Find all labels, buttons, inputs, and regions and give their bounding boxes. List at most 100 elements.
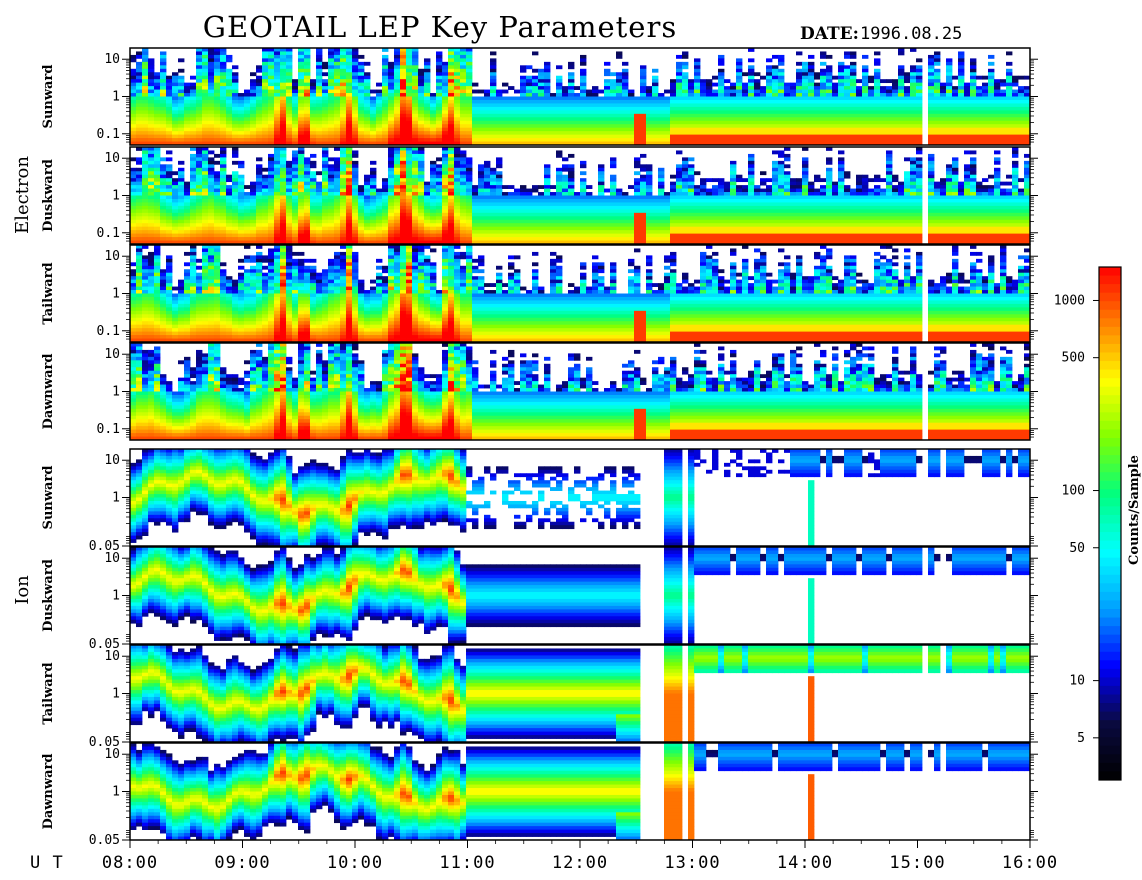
heat-cell (388, 230, 395, 234)
heat-cell (448, 103, 455, 108)
heat-cell (298, 164, 305, 169)
heat-cell (838, 138, 845, 142)
heat-cell (214, 195, 221, 200)
heat-cell (244, 226, 251, 231)
heat-cell (802, 99, 809, 104)
heat-cell (958, 131, 965, 135)
heat-cell (460, 157, 467, 162)
heat-cell (928, 54, 935, 59)
heat-cell (334, 124, 341, 129)
heat-cell (334, 219, 341, 224)
heat-cell (316, 209, 323, 214)
heat-cell (400, 103, 407, 108)
heat-cell (898, 117, 905, 122)
heat-cell (298, 181, 305, 186)
heat-cell (496, 160, 503, 165)
heat-cell (988, 127, 995, 132)
heat-cell (268, 237, 275, 241)
heat-cell (658, 120, 665, 125)
heat-cell (184, 93, 191, 97)
heat-cell (394, 171, 401, 176)
heat-cell (184, 127, 191, 132)
heat-cell (544, 65, 551, 70)
heat-cell (970, 117, 977, 122)
heat-cell (202, 93, 209, 97)
heat-cell (250, 185, 257, 189)
heat-cell (406, 54, 413, 59)
heat-cell (172, 205, 179, 210)
heat-cell (454, 127, 461, 132)
heat-cell (334, 127, 341, 132)
heat-cell (196, 96, 203, 101)
heat-cell (304, 54, 311, 59)
heat-cell (550, 103, 557, 108)
heat-cell (538, 99, 545, 104)
heat-cell (724, 106, 731, 111)
heat-cell (166, 233, 173, 238)
heat-cell (844, 96, 851, 101)
heat-cell (958, 82, 965, 87)
heat-cell (520, 233, 527, 238)
heat-cell (406, 124, 413, 129)
heat-cell (730, 134, 737, 139)
heat-cell (190, 131, 197, 135)
heat-cell (772, 72, 779, 77)
heat-cell (610, 99, 617, 104)
heat-cell (388, 93, 395, 97)
heat-cell (934, 131, 941, 135)
heat-cell (520, 219, 527, 224)
heat-cell (688, 93, 695, 97)
heat-cell (298, 99, 305, 104)
heat-cell (214, 54, 221, 59)
heat-cell (484, 160, 491, 165)
heat-cell (460, 216, 467, 221)
heat-cell (490, 99, 497, 104)
heat-cell (178, 219, 185, 224)
heat-cell (274, 113, 281, 118)
heat-cell (334, 131, 341, 135)
heat-cell (538, 117, 545, 122)
heat-cell (772, 127, 779, 132)
heat-cell (784, 82, 791, 87)
heat-cell (742, 103, 749, 108)
heat-cell (220, 212, 227, 217)
heat-cell (250, 192, 257, 196)
heat-cell (292, 226, 299, 231)
heat-cell (334, 209, 341, 214)
heat-cell (928, 75, 935, 80)
heat-cell (148, 209, 155, 214)
heat-cell (334, 223, 341, 228)
heat-cell (196, 141, 203, 146)
heat-cell (322, 226, 329, 231)
heat-cell (976, 106, 983, 111)
heat-cell (790, 120, 797, 125)
heat-cell (604, 141, 611, 146)
heat-cell (460, 58, 467, 63)
heat-cell (994, 96, 1001, 101)
heat-cell (988, 124, 995, 129)
heat-cell (340, 99, 347, 104)
heat-cell (130, 127, 137, 132)
heat-cell (160, 164, 167, 169)
heat-cell (982, 103, 989, 108)
heat-cell (868, 141, 875, 146)
heat-cell (910, 48, 917, 52)
heat-cell (478, 113, 485, 118)
heat-cell (1018, 96, 1025, 101)
heat-cell (718, 131, 725, 135)
heat-cell (232, 75, 239, 80)
heat-cell (910, 110, 917, 115)
heat-cell (364, 188, 371, 193)
heat-cell (148, 124, 155, 129)
heat-cell (172, 86, 179, 90)
heat-cell (676, 96, 683, 101)
heat-cell (592, 124, 599, 129)
heat-cell (1012, 96, 1019, 101)
heat-cell (634, 124, 641, 129)
heat-cell (130, 89, 137, 94)
heat-cell (178, 174, 185, 179)
heat-cell (460, 188, 467, 193)
heat-cell (280, 58, 287, 63)
heat-cell (274, 75, 281, 80)
heat-cell (928, 68, 935, 73)
